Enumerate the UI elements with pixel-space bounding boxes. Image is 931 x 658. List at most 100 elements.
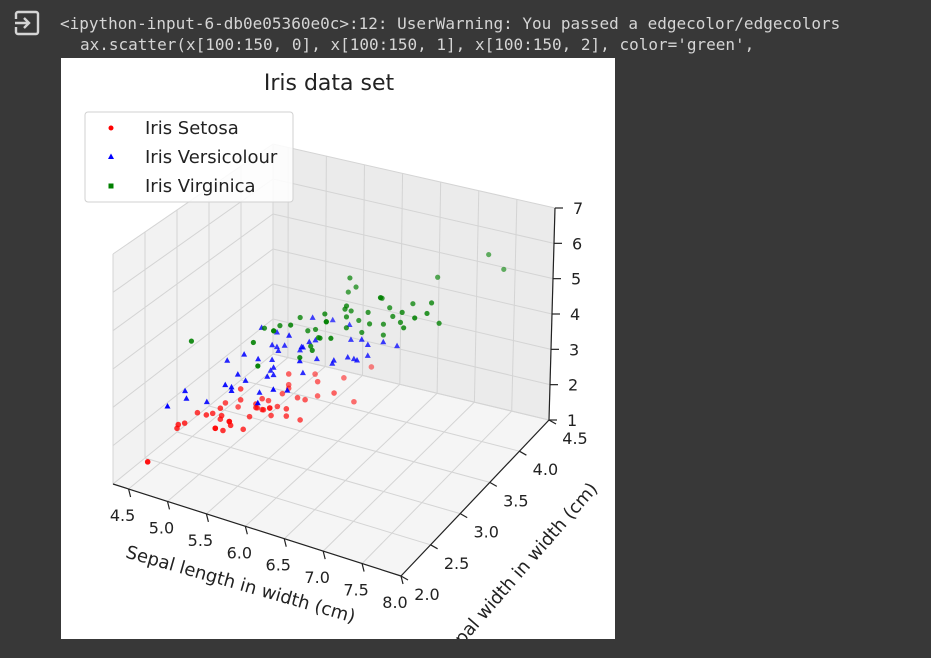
point-versicolour <box>312 336 319 343</box>
point-virginica <box>401 325 407 331</box>
y-tick <box>548 419 557 425</box>
y-tick-label: 2.0 <box>414 585 439 604</box>
point-setosa <box>297 417 303 423</box>
point-virginica <box>347 275 353 281</box>
point-versicolour <box>270 364 277 370</box>
grid-x-floor <box>361 410 513 564</box>
point-virginica <box>277 323 283 329</box>
grid-z-left <box>112 248 274 370</box>
point-setosa <box>217 405 224 412</box>
grid-y-floor <box>208 405 490 483</box>
x-tick <box>283 538 287 547</box>
x-tick <box>244 526 248 535</box>
y-tick <box>459 513 468 519</box>
point-versicolour <box>241 351 248 357</box>
point-setosa <box>209 410 216 417</box>
point-versicolour <box>394 342 401 349</box>
x-tick <box>166 501 171 510</box>
point-virginica <box>397 319 404 325</box>
legend: Iris Setosa Iris Versicolour Iris Virginic… <box>84 111 294 203</box>
grid-x-floor <box>128 357 289 490</box>
point-setosa <box>235 404 241 410</box>
point-versicolour <box>344 353 351 360</box>
point-versicolour <box>299 369 306 376</box>
point-setosa <box>351 398 357 405</box>
x-axis-line <box>112 483 402 577</box>
point-versicolour <box>264 373 271 379</box>
point-versicolour <box>203 398 210 405</box>
point-virginica <box>309 347 315 353</box>
point-versicolour <box>329 316 336 323</box>
point-versicolour <box>297 346 304 353</box>
point-setosa <box>285 381 292 388</box>
grid-x-floor <box>322 401 475 552</box>
point-versicolour <box>354 357 361 363</box>
point-virginica <box>343 325 349 331</box>
point-setosa <box>218 412 225 419</box>
point-setosa <box>268 412 274 419</box>
point-setosa <box>279 390 286 397</box>
grid-z-back <box>272 318 551 386</box>
point-virginica <box>312 326 319 333</box>
y-tick-label: 4.0 <box>533 460 558 479</box>
point-setosa <box>283 413 290 419</box>
point-setosa <box>302 396 308 403</box>
point-setosa <box>220 427 226 434</box>
point-versicolour <box>286 332 293 338</box>
legend-entry: Iris Virginica <box>145 176 256 197</box>
x-tick <box>127 488 132 498</box>
point-virginica <box>380 332 386 338</box>
point-virginica <box>410 301 416 307</box>
point-versicolour <box>313 355 320 362</box>
output-arrow-icon[interactable] <box>14 10 42 38</box>
point-virginica <box>343 314 350 320</box>
point-virginica <box>501 266 507 272</box>
x-tick-label: 4.5 <box>110 506 135 525</box>
point-versicolour <box>364 352 371 358</box>
point-versicolour <box>350 355 357 362</box>
x-tick <box>400 575 404 585</box>
point-virginica <box>308 343 314 349</box>
x-tick-label: 7.0 <box>304 568 329 587</box>
x-tick <box>205 513 209 522</box>
point-setosa <box>341 375 347 381</box>
grid-z-left <box>112 213 274 332</box>
point-setosa <box>237 397 244 403</box>
point-virginica <box>435 274 441 280</box>
point-versicolour <box>364 341 371 347</box>
point-virginica <box>390 313 396 320</box>
point-setosa <box>259 395 265 402</box>
z-tick-label: 5 <box>571 270 581 289</box>
point-virginica <box>424 310 430 317</box>
point-setosa <box>314 378 321 385</box>
y-tick <box>519 450 527 456</box>
point-virginica <box>188 338 195 344</box>
point-versicolour <box>275 347 282 354</box>
y-tick-label: 4.5 <box>562 429 587 448</box>
legend-marker-versicolour <box>108 153 114 159</box>
point-versicolour <box>256 389 263 395</box>
plot-output: 4.5 5.0 5.5 6.0 6.5 7.0 7.5 8.0 2.0 2.5 3.0 3.5 4.0 4… <box>61 58 615 639</box>
grid-z-back <box>272 353 550 421</box>
y-tick <box>489 481 498 487</box>
z-tick-label: 4 <box>570 305 580 324</box>
point-versicolour <box>182 387 189 394</box>
point-versicolour <box>270 386 277 392</box>
point-versicolour <box>270 371 277 378</box>
grid-z-left <box>112 318 274 447</box>
legend-entry: Iris Versicolour <box>145 147 278 168</box>
point-virginica <box>436 320 442 326</box>
x-tick-label: 5.0 <box>149 518 174 537</box>
point-virginica <box>486 251 492 258</box>
x-tick-label: 7.5 <box>343 581 368 600</box>
point-setosa <box>314 393 321 399</box>
point-virginica <box>348 308 354 314</box>
grid-y-floor <box>144 457 431 546</box>
point-versicolour <box>255 355 262 362</box>
point-versicolour <box>306 338 313 345</box>
grid-z-back <box>272 143 556 209</box>
point-versicolour <box>242 377 249 383</box>
x-tick-label: 5.5 <box>188 531 213 550</box>
point-setosa <box>368 364 375 370</box>
legend-entry: Iris Setosa <box>145 118 239 139</box>
